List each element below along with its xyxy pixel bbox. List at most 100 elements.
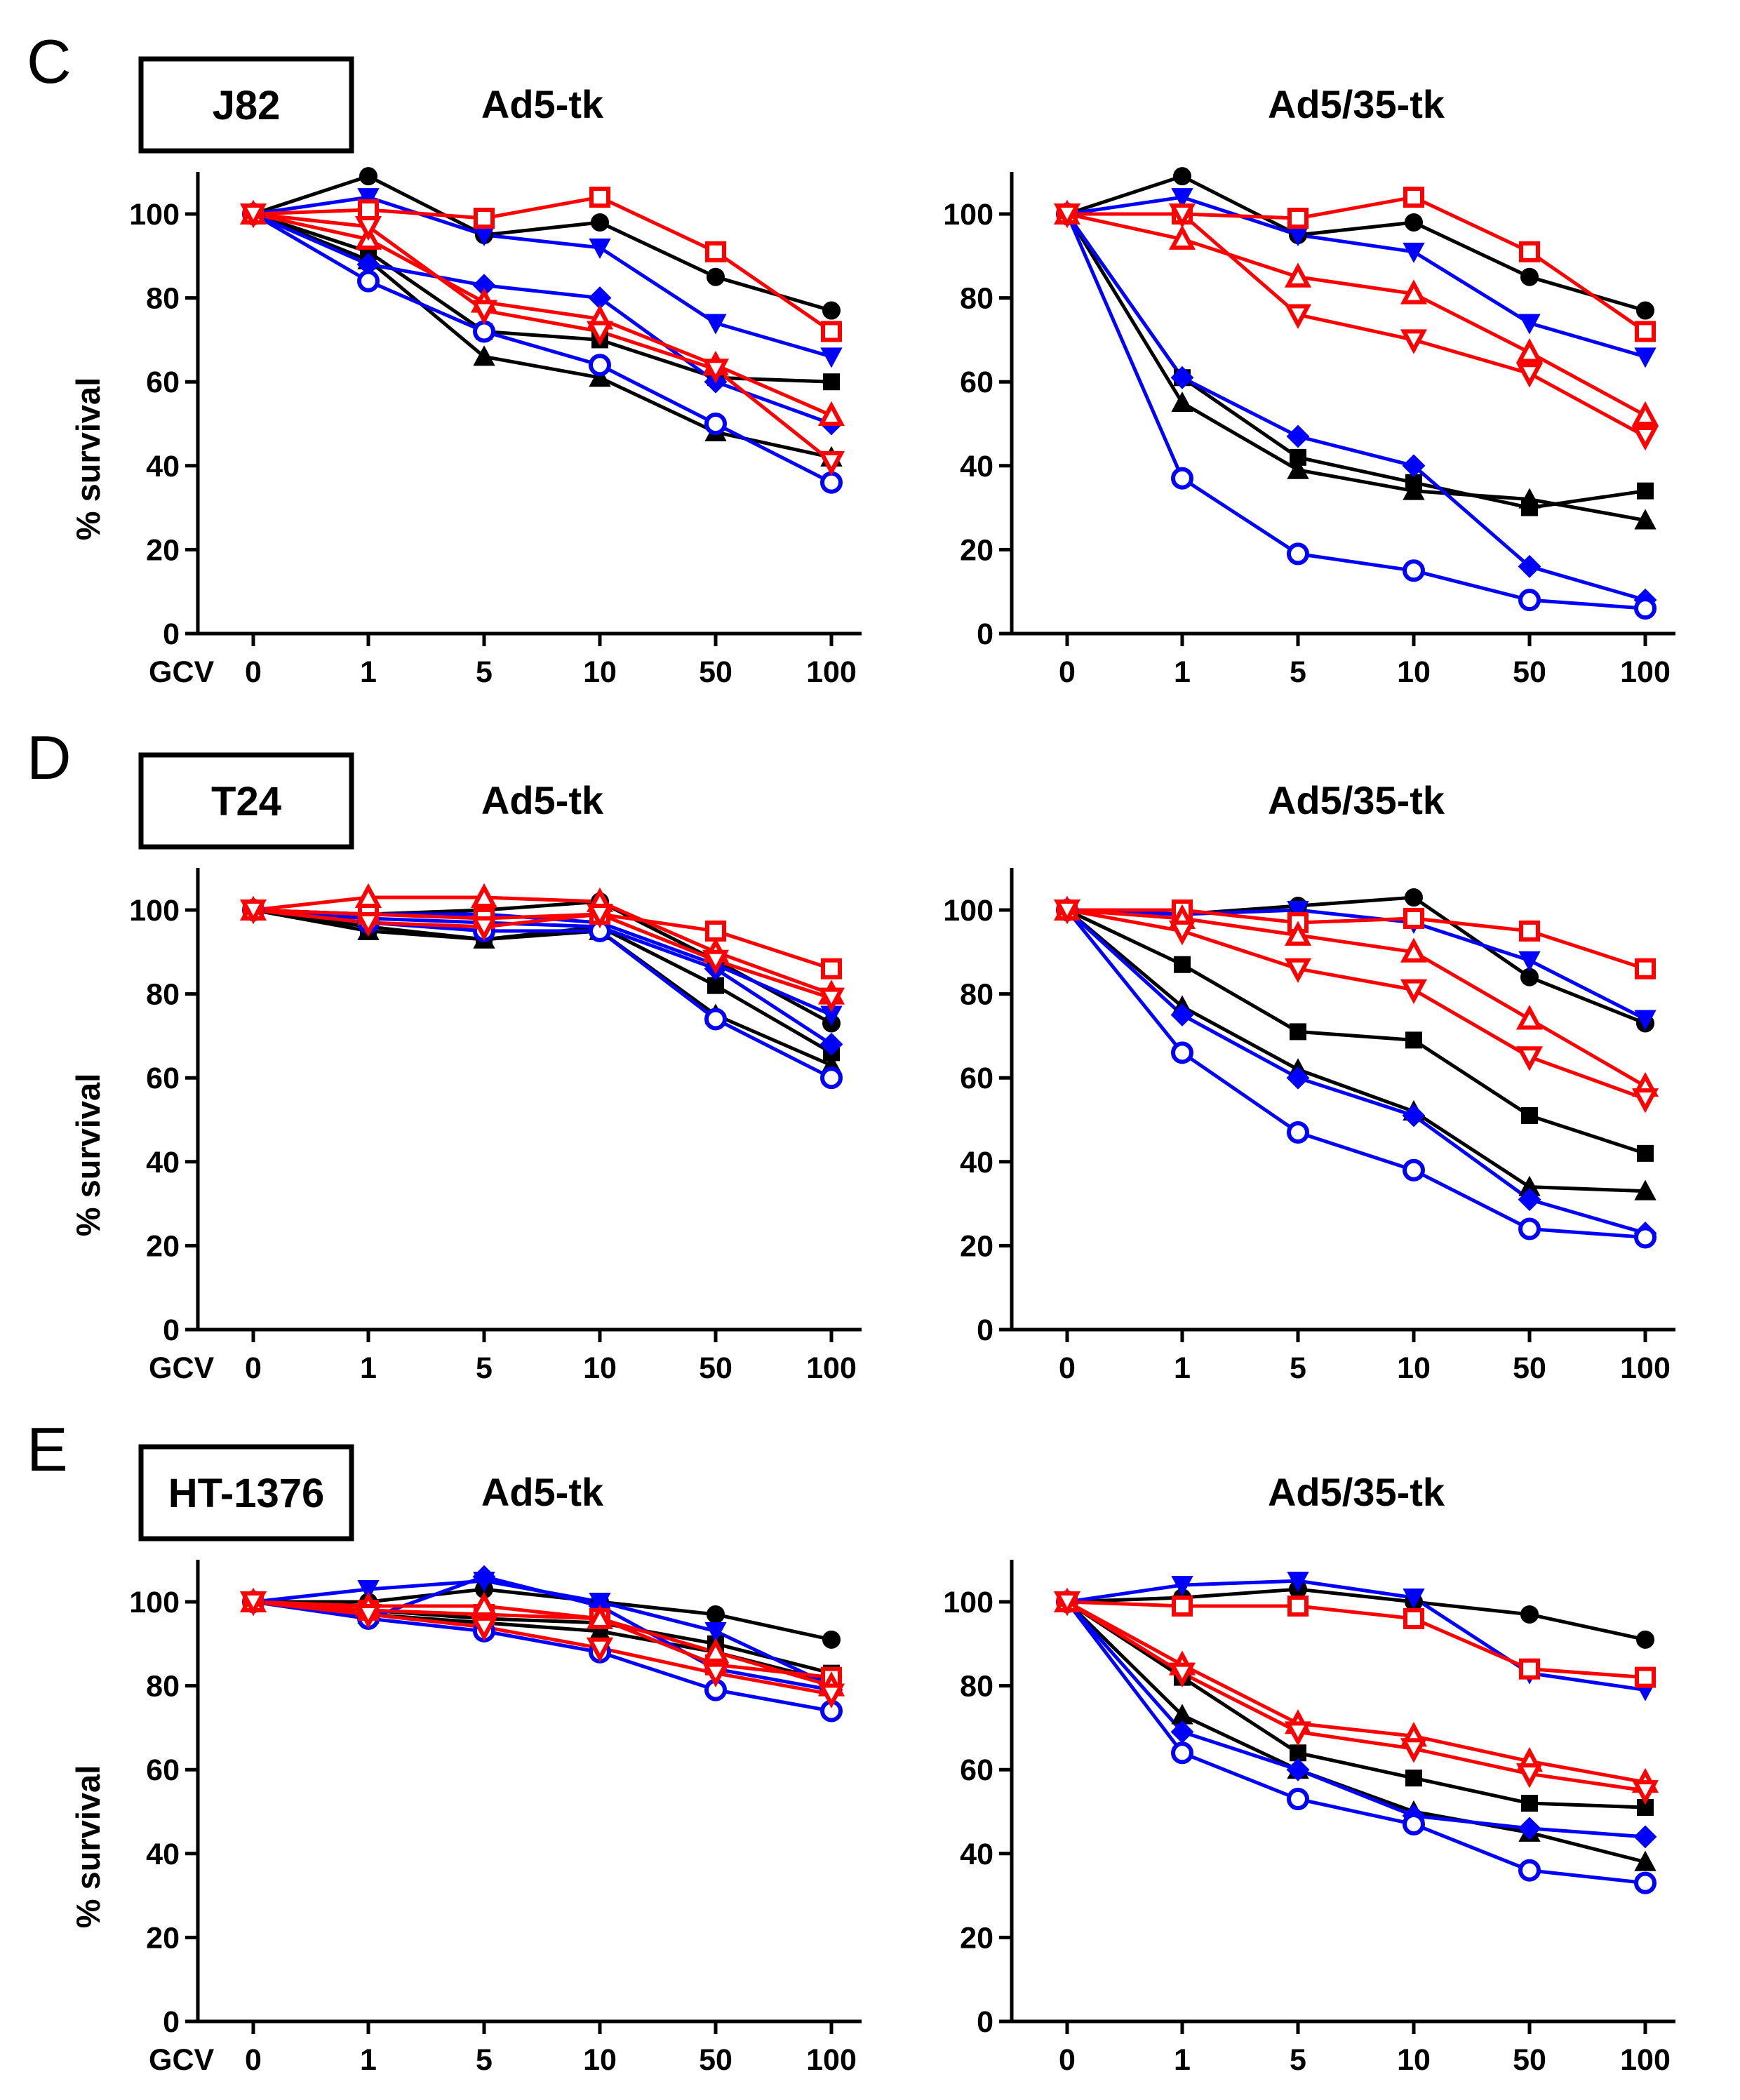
data-point xyxy=(1053,203,1081,229)
data-point xyxy=(704,314,727,335)
series-square-1 xyxy=(1066,908,1646,1156)
y-tick-label: 100 xyxy=(943,1586,993,1619)
data-point xyxy=(1168,203,1196,229)
series-line xyxy=(252,212,833,484)
y-tick-label: 0 xyxy=(977,1313,993,1347)
series-circle-5 xyxy=(1066,909,1646,1239)
x-axis-label: GCV xyxy=(149,1351,215,1385)
series-triangle-down-3 xyxy=(1066,195,1646,359)
data-point xyxy=(1284,958,1312,984)
data-point xyxy=(1405,1031,1422,1049)
y-tick-label: 40 xyxy=(960,1146,993,1179)
series-markers-1 xyxy=(245,206,840,391)
data-point xyxy=(822,301,841,320)
data-point xyxy=(354,883,382,909)
series-line xyxy=(253,908,832,971)
series-line xyxy=(1067,908,1646,971)
data-point xyxy=(820,1066,843,1090)
series-triangle-up-7 xyxy=(253,1600,832,1688)
x-tick-label: 1 xyxy=(360,2043,377,2077)
data-point xyxy=(1403,242,1425,263)
series-markers-8 xyxy=(239,899,845,1012)
data-point xyxy=(705,920,726,942)
y-tick-label: 0 xyxy=(977,2005,993,2039)
chart-title: Ad5-tk xyxy=(481,82,604,126)
data-point xyxy=(1168,225,1196,250)
series-markers-8 xyxy=(239,203,845,476)
y-tick-label: 60 xyxy=(960,1062,993,1095)
y-tick-label: 40 xyxy=(960,1838,993,1871)
data-point xyxy=(822,1630,841,1649)
series-circle-5 xyxy=(1065,213,1646,610)
data-point xyxy=(1634,597,1657,620)
data-point xyxy=(1521,1107,1538,1125)
y-tick-label: 0 xyxy=(163,617,180,651)
chart-C-ad5: C J82 Ad5-tk 0 20 40 60 80 100 0 1 5 10 50 100 GCV % sur… xyxy=(27,27,862,689)
y-tick-label: 0 xyxy=(163,2005,180,2039)
data-point xyxy=(1400,329,1428,354)
cell-line-label: J82 xyxy=(213,83,281,128)
cell-line-box xyxy=(138,752,354,850)
x-tick-label: 10 xyxy=(583,655,617,689)
data-point xyxy=(1634,1871,1657,1894)
series-triangle-up-7 xyxy=(1066,1600,1646,1784)
series-line xyxy=(1066,1600,1646,1810)
series-square-1 xyxy=(253,212,832,384)
series-markers-7 xyxy=(1053,895,1659,1097)
series-markers-6 xyxy=(1057,1591,1656,1688)
x-tick-label: 10 xyxy=(1397,2043,1431,2077)
series-square-6 xyxy=(1066,1600,1646,1680)
x-tick-label: 5 xyxy=(476,655,493,689)
series-circle-5 xyxy=(252,212,833,484)
series-square-1 xyxy=(1066,1600,1646,1810)
data-point xyxy=(1403,1158,1425,1182)
data-point xyxy=(1518,554,1541,578)
series-triangle-down-3 xyxy=(1066,908,1647,1021)
series-line xyxy=(253,212,832,417)
series-line xyxy=(1065,213,1646,602)
series-line xyxy=(253,1600,832,1680)
series-triangle-up-7 xyxy=(253,895,832,996)
data-point xyxy=(1520,1605,1539,1624)
series-line xyxy=(1066,195,1646,359)
x-tick-label: 50 xyxy=(699,1351,732,1385)
y-tick-label: 40 xyxy=(146,1146,180,1179)
data-point xyxy=(707,1605,725,1624)
series-line xyxy=(1066,212,1647,417)
x-tick-label: 50 xyxy=(699,2043,732,2077)
y-tick-label: 20 xyxy=(960,1229,993,1263)
data-point xyxy=(1286,424,1310,448)
y-tick-label: 80 xyxy=(146,282,180,316)
data-point xyxy=(820,347,843,368)
x-tick-label: 1 xyxy=(1174,655,1191,689)
data-point xyxy=(1515,1046,1544,1071)
data-point xyxy=(823,373,840,391)
panel-letter: D xyxy=(27,723,72,792)
series-line xyxy=(253,895,832,996)
x-tick-label: 100 xyxy=(806,1351,857,1385)
data-point xyxy=(1403,1607,1424,1629)
y-tick-label: 80 xyxy=(960,282,993,316)
data-point xyxy=(586,1604,614,1629)
data-point xyxy=(1400,979,1428,1004)
data-point xyxy=(470,1591,498,1617)
y-tick-label: 60 xyxy=(146,366,180,399)
data-point xyxy=(1635,1666,1656,1688)
x-axis-label: GCV xyxy=(149,655,215,689)
x-tick-label: 100 xyxy=(1620,2043,1671,2077)
series-line xyxy=(253,174,832,312)
x-tick-label: 0 xyxy=(245,1351,262,1385)
series-circle-0 xyxy=(253,174,832,312)
series-triangle-up-7 xyxy=(253,212,832,417)
data-point xyxy=(354,911,382,937)
series-line xyxy=(253,908,832,1067)
series-square-1 xyxy=(1065,213,1646,510)
data-point xyxy=(586,321,614,346)
series-markers-5 xyxy=(1056,203,1657,620)
data-point xyxy=(1402,1104,1426,1128)
chart-title: Ad5/35-tk xyxy=(1268,778,1445,822)
data-point xyxy=(470,1616,498,1642)
series-markers-8 xyxy=(1053,203,1659,451)
data-point xyxy=(1634,1850,1657,1871)
data-point xyxy=(1631,425,1659,451)
